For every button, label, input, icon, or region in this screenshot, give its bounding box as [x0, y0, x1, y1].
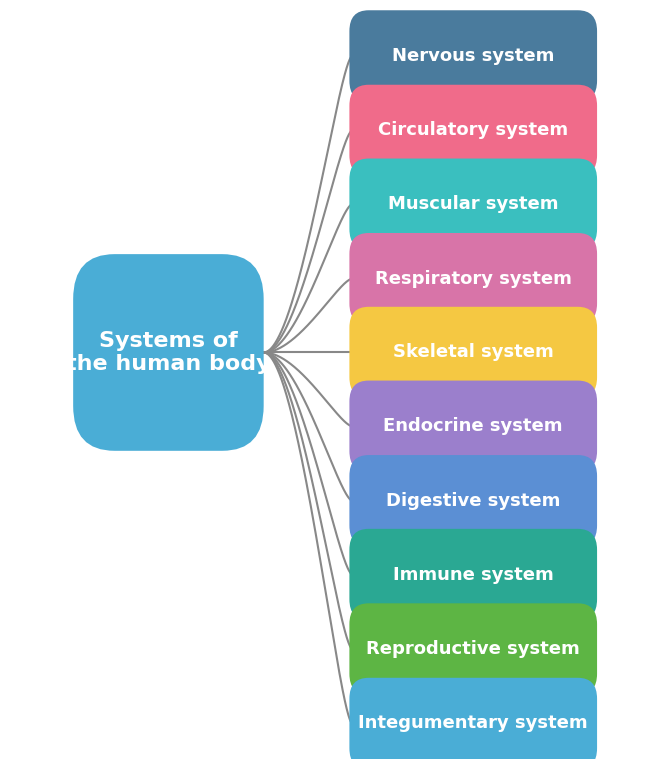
FancyBboxPatch shape	[349, 528, 597, 621]
FancyBboxPatch shape	[349, 307, 597, 398]
Text: Muscular system: Muscular system	[388, 196, 559, 213]
Text: Systems of
the human body: Systems of the human body	[66, 331, 271, 374]
FancyBboxPatch shape	[349, 604, 597, 695]
Text: Respiratory system: Respiratory system	[375, 270, 572, 288]
Text: Skeletal system: Skeletal system	[393, 344, 553, 361]
FancyBboxPatch shape	[73, 254, 264, 451]
FancyBboxPatch shape	[349, 159, 597, 250]
FancyBboxPatch shape	[349, 84, 597, 176]
FancyBboxPatch shape	[349, 233, 597, 324]
Text: Endocrine system: Endocrine system	[384, 417, 563, 435]
Text: Nervous system: Nervous system	[392, 47, 555, 65]
FancyBboxPatch shape	[349, 380, 597, 472]
Text: Digestive system: Digestive system	[386, 492, 561, 510]
Text: Reproductive system: Reproductive system	[366, 640, 580, 658]
FancyBboxPatch shape	[349, 455, 597, 546]
FancyBboxPatch shape	[349, 678, 597, 767]
FancyBboxPatch shape	[349, 10, 597, 101]
Text: Circulatory system: Circulatory system	[378, 121, 568, 140]
Text: Integumentary system: Integumentary system	[358, 715, 588, 732]
Text: Immune system: Immune system	[393, 565, 553, 584]
